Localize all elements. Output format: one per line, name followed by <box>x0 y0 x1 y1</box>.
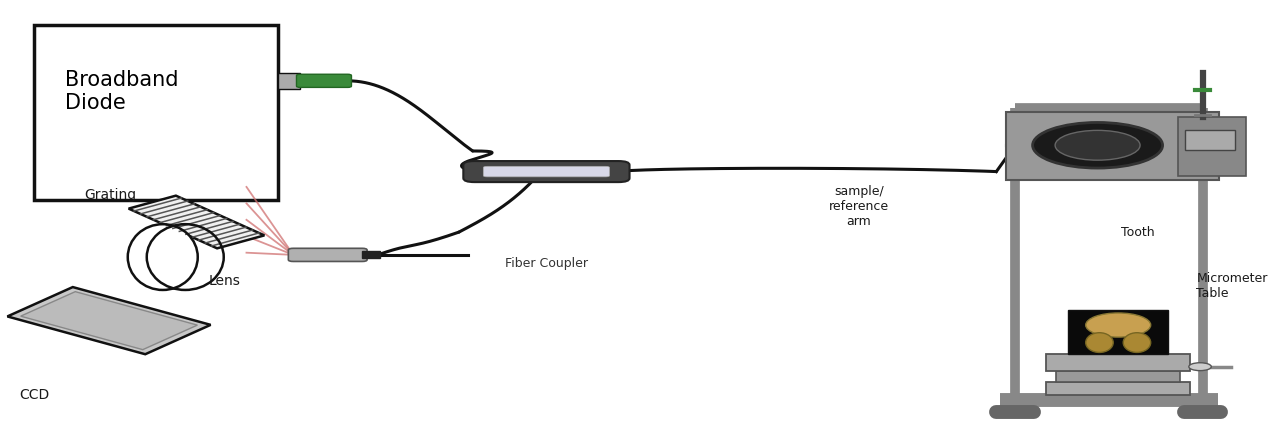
Circle shape <box>1188 363 1211 371</box>
Bar <box>21 292 197 350</box>
Bar <box>128 196 264 248</box>
Text: Micrometer
Table: Micrometer Table <box>1196 272 1268 300</box>
Bar <box>1046 353 1190 371</box>
Text: Grating: Grating <box>85 188 136 202</box>
Bar <box>1068 309 1168 353</box>
Bar <box>1056 371 1179 382</box>
FancyBboxPatch shape <box>288 248 367 262</box>
Ellipse shape <box>1086 333 1113 353</box>
Ellipse shape <box>1123 333 1151 353</box>
Bar <box>1185 130 1235 150</box>
Ellipse shape <box>128 224 197 290</box>
FancyBboxPatch shape <box>463 161 629 182</box>
Text: Lens: Lens <box>209 274 241 288</box>
Bar <box>362 251 379 258</box>
Bar <box>278 73 300 89</box>
Text: Broadband
Diode: Broadband Diode <box>65 70 178 113</box>
Bar <box>1046 382 1190 395</box>
FancyBboxPatch shape <box>483 166 609 177</box>
FancyBboxPatch shape <box>296 74 351 87</box>
Text: sample/
reference
arm: sample/ reference arm <box>829 185 888 228</box>
Text: CCD: CCD <box>19 388 49 402</box>
Text: Tooth: Tooth <box>1122 226 1155 239</box>
Circle shape <box>1032 123 1163 168</box>
Circle shape <box>1055 131 1140 160</box>
Bar <box>8 287 210 354</box>
Bar <box>1006 112 1219 180</box>
Ellipse shape <box>1086 313 1151 337</box>
Bar <box>1178 117 1246 176</box>
Bar <box>35 25 278 200</box>
Text: Fiber Coupler: Fiber Coupler <box>505 257 588 270</box>
